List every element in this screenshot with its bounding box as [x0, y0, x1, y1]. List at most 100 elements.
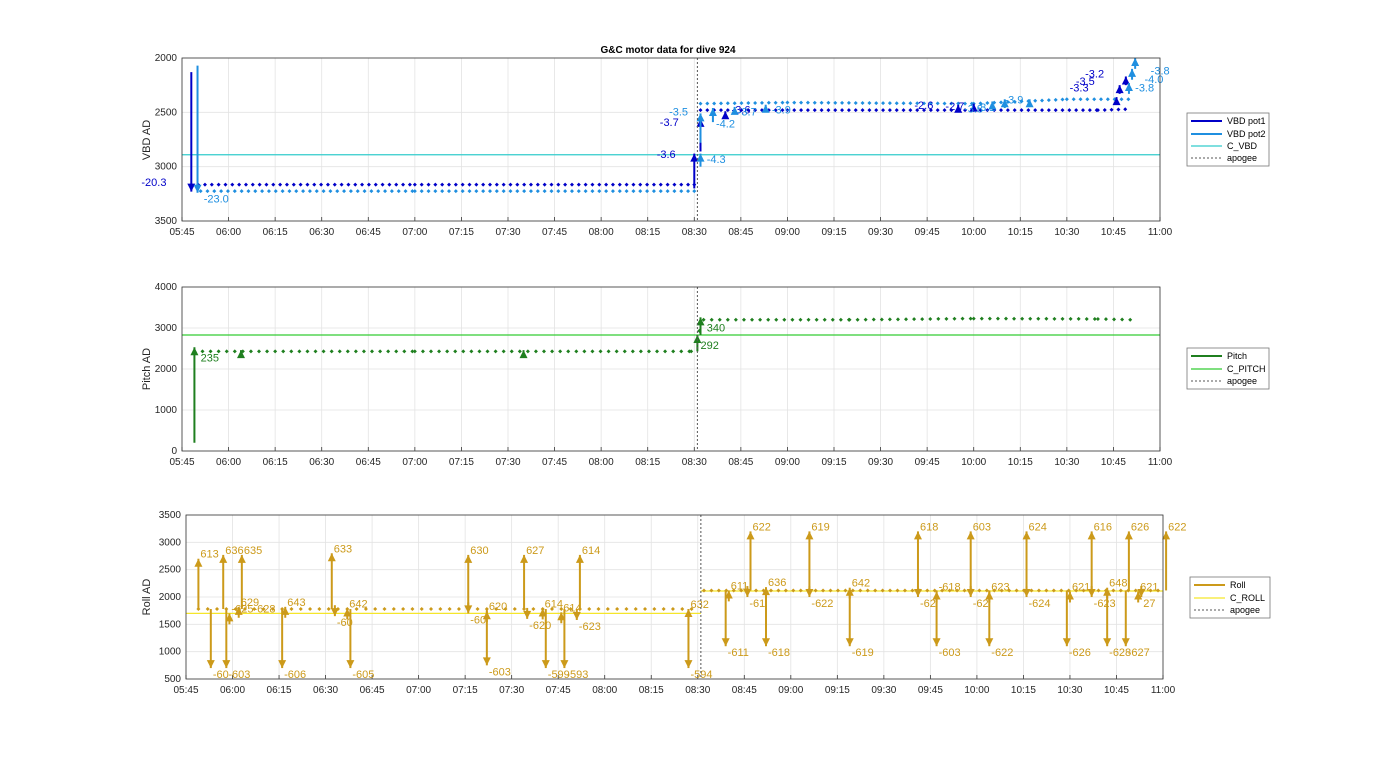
roll-arrow-down-head — [560, 660, 569, 669]
vbd-pot2-point — [1092, 97, 1097, 102]
vbd-pot2-point — [732, 101, 737, 106]
vbd-pot1-point — [556, 182, 561, 187]
x-tick-label: 08:30 — [685, 685, 710, 696]
vbd-pot2-point — [396, 189, 401, 194]
vbd-pot2-point — [881, 101, 886, 106]
pitch-point — [979, 316, 984, 321]
pitch-point — [256, 349, 261, 354]
x-tick-label: 07:30 — [499, 685, 524, 696]
vbd-arrow-label: -4.2 — [716, 119, 735, 131]
pitch-point — [912, 317, 917, 322]
vbd-pot2-point — [942, 101, 947, 106]
vbd-pot1-point — [792, 108, 797, 113]
pitch-point — [689, 349, 694, 354]
vbd-pot2-point — [239, 189, 244, 194]
y-tick-label: 0 — [171, 446, 177, 457]
roll-arrow-label: 27 — [1143, 598, 1155, 610]
pitch-arrow-head — [236, 350, 245, 359]
pitch-point — [445, 349, 450, 354]
roll-arrow-label: 624 — [1029, 521, 1047, 533]
roll-point — [1051, 588, 1056, 593]
roll-point — [1029, 588, 1034, 593]
vbd-pot2-point — [753, 100, 758, 105]
vbd-pot1-point — [535, 182, 540, 187]
x-tick-label: 09:15 — [821, 227, 846, 238]
roll-arrow-label: -622 — [811, 598, 833, 610]
roll-arrow-label: 619 — [811, 521, 829, 533]
roll-point — [902, 588, 907, 593]
pitch-point — [1084, 316, 1089, 321]
vbd-pot2-point — [335, 189, 340, 194]
vbd-pot2-point — [225, 189, 230, 194]
legend-apogee-pitch: apogee — [1227, 376, 1257, 386]
roll-panel: Roll AD Roll C_ROLL apogee 05:45 06:00 06:… — [141, 510, 1271, 696]
vbd-pot1-point — [922, 108, 927, 113]
vbd-pot2-point — [419, 189, 424, 194]
x-tick-label: 05:45 — [169, 227, 194, 238]
vbd-pot2-point — [853, 100, 858, 105]
pitch-point — [847, 317, 852, 322]
x-tick-label: 07:15 — [449, 227, 474, 238]
vbd-pot2-point — [403, 189, 408, 194]
x-tick-label: 08:45 — [728, 457, 753, 468]
vbd-y-label: VBD AD — [141, 120, 153, 160]
roll-arrow-up-head — [219, 554, 228, 563]
pitch-point — [208, 349, 213, 354]
vbd-pot2-point — [198, 189, 203, 194]
roll-arrow-up-head — [575, 554, 584, 563]
vbd-pot2-point — [1071, 97, 1076, 102]
vbd-pot1-point — [264, 182, 269, 187]
vbd-arrow-label: -3.5 — [1076, 76, 1095, 88]
vbd-pot2-point — [383, 189, 388, 194]
roll-point — [940, 588, 945, 593]
roll-arrow-label: -593 — [566, 669, 588, 681]
vbd-pot1-point — [1081, 108, 1086, 113]
vbd-pot1-point — [515, 182, 520, 187]
vbd-pot2-point — [460, 189, 465, 194]
vbd-pot2-point — [376, 189, 381, 194]
vbd-pot1-point — [501, 182, 506, 187]
x-tick-label: 07:00 — [402, 227, 427, 238]
vbd-pot1-point — [401, 182, 406, 187]
vbd-pot2-point — [705, 101, 710, 106]
roll-arrow-down-head — [932, 638, 941, 647]
x-tick-label: 10:00 — [961, 227, 986, 238]
roll-point — [1133, 588, 1138, 593]
roll-arrow-down-head — [464, 605, 473, 614]
vbd-pot1-point — [230, 182, 235, 187]
roll-point — [242, 607, 247, 612]
vbd-pot2-point — [294, 189, 299, 194]
vbd-pot2-point — [522, 189, 527, 194]
vbd-arrow-head — [708, 107, 717, 116]
vbd-pot1-point — [1102, 107, 1107, 112]
roll-point — [624, 607, 629, 612]
vbd-pot2-point — [773, 100, 778, 105]
y-tick-label: 1000 — [155, 405, 178, 416]
legend-c-vbd: C_VBD — [1227, 141, 1258, 151]
vbd-pot1-point — [1005, 108, 1010, 113]
x-tick-label: 09:00 — [775, 227, 800, 238]
pitch-point — [701, 317, 706, 322]
vbd-arrow-label: -3.7 — [660, 117, 679, 129]
vbd-pot1-point — [860, 108, 865, 113]
vbd-arrow-head — [1128, 68, 1137, 77]
vbd-arrow-head — [187, 183, 196, 192]
pitch-point — [281, 349, 286, 354]
vbd-pot1-point — [705, 108, 710, 113]
vbd-pot2-point — [785, 100, 790, 105]
vbd-pot2-point — [1060, 97, 1065, 102]
roll-arrow-down-head — [278, 660, 287, 669]
plot-frame — [185, 514, 1164, 680]
x-tick-label: 07:15 — [449, 457, 474, 468]
roll-arrow-label: -627 — [1128, 647, 1150, 659]
vbd-arrow-head — [690, 153, 699, 162]
x-tick-label: 10:15 — [1008, 457, 1033, 468]
vbd-pot2-point — [963, 101, 968, 106]
vbd-pot2-point — [556, 189, 561, 194]
roll-arrow-label: -623 — [579, 621, 601, 633]
roll-legend: Roll C_ROLL apogee — [1189, 576, 1271, 619]
x-tick-label: 11:00 — [1151, 685, 1176, 696]
roll-point — [813, 588, 818, 593]
vbd-pot1-point — [487, 182, 492, 187]
roll-arrow-down-head — [482, 657, 491, 666]
